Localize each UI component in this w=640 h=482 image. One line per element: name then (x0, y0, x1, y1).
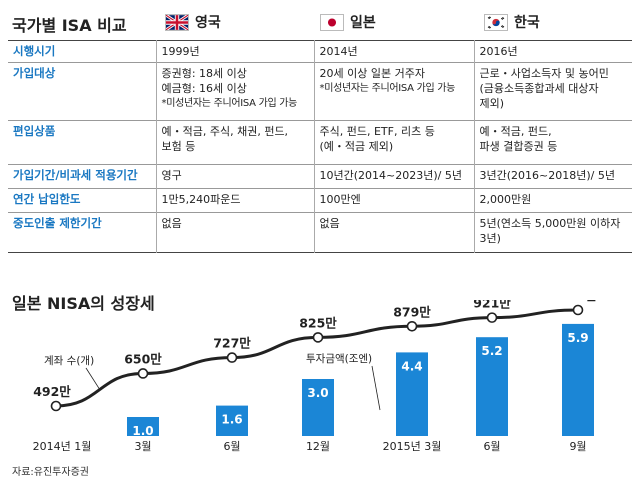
line-point (50, 400, 62, 412)
country-name: 한국 (514, 15, 540, 31)
line-point (406, 320, 418, 332)
table-row: 중도인출 제한기간 없음 없음 5년(연소득 5,000만원 이하자 3년) (8, 212, 632, 253)
x-tick-label: 2014년 1월 (33, 440, 92, 453)
callout-leader (85, 367, 101, 391)
line-value-label: 879만 (393, 304, 431, 319)
line-value-label: 958만 (559, 300, 597, 303)
x-tick-label: 9월 (569, 440, 586, 453)
table-cell: 1999년 (155, 40, 314, 63)
line-labels-group: 492만 650만 727만 825만 879만 921만 958만 (33, 300, 597, 399)
line-point (572, 304, 584, 316)
table-cell: 증권형: 18세 이상 예금형: 16세 이상 *미성년자는 주니어ISA 가입 가… (155, 62, 314, 121)
table-cell: 예・적금, 주식, 채권, 펀드, 보험 등 (155, 120, 314, 165)
line-value-label: 825만 (299, 315, 337, 330)
line-point (226, 352, 238, 363)
country-name: 일본 (350, 15, 376, 31)
line-point (137, 368, 149, 379)
row-label: 시행시기 (13, 44, 56, 58)
country-japan: 일본 (320, 12, 376, 32)
bar (476, 337, 508, 436)
x-tick-label: 6월 (483, 440, 500, 453)
line-point (312, 332, 324, 343)
line-points-group (50, 304, 584, 412)
bar-value-label: 1.0 (132, 424, 153, 438)
x-tick-label: 2015년 3월 (383, 440, 442, 453)
table-cell: 2,000만원 (473, 188, 632, 213)
uk-flag-icon (165, 13, 189, 31)
bar-value-label: 1.6 (221, 413, 242, 427)
table-cell: 1만5,240파운드 (155, 188, 314, 213)
row-label: 중도인출 제한기간 (13, 216, 102, 230)
bar-value-label: 4.4 (401, 359, 422, 373)
callout-accounts: 계좌 수(개) (44, 355, 94, 367)
table-cell: 2016년 (473, 40, 632, 63)
table-cell: 10년간(2014~2023년)/ 5년 (313, 164, 474, 189)
bar (562, 323, 594, 436)
country-uk: 영국 (165, 12, 221, 32)
table-cell: 없음 (155, 212, 314, 253)
table-row: 가입대상 증권형: 18세 이상 예금형: 16세 이상 *미성년자는 주니어ISA… (8, 62, 632, 121)
row-label: 가입대상 (13, 66, 56, 80)
country-korea: 한국 (484, 12, 540, 32)
bar-value-label: 5.2 (481, 344, 502, 358)
bars-group (127, 323, 594, 436)
line-point (486, 312, 498, 323)
x-tick-label: 6월 (223, 440, 240, 453)
line-value-label: 921만 (473, 300, 511, 311)
table-cell: 100만엔 (313, 188, 474, 213)
table-row: 가입기간/비과세 적용기간 영구 10년간(2014~2023년)/ 5년 3년… (8, 164, 632, 189)
bar (127, 417, 159, 436)
x-tick-label: 3월 (134, 440, 151, 453)
line-value-label: 492만 (33, 384, 71, 399)
table-cell: 없음 (313, 212, 474, 253)
comparison-table: 시행시기 1999년 2014년 2016년 가입대상 증권형: 18세 이상 예… (8, 40, 632, 253)
x-tick-label: 12월 (306, 440, 330, 453)
x-axis-labels: 2014년 1월 3월 6월 12월 2015년 3월 6월 9월 (33, 440, 587, 453)
table-row: 편입상품 예・적금, 주식, 채권, 펀드, 보험 등 주식, 펀드, ETF, … (8, 120, 632, 165)
japan-flag-icon (320, 13, 344, 31)
table-row: 시행시기 1999년 2014년 2016년 (8, 40, 632, 63)
table-cell: 3년간(2016~2018년)/ 5년 (473, 164, 632, 189)
bar (396, 352, 428, 436)
line-value-label: 650만 (124, 351, 162, 366)
bar-labels-group: 1.0 1.6 3.0 4.4 5.2 5.9 (132, 331, 588, 438)
table-title: 국가별 ISA 비교 (12, 16, 127, 35)
bar (216, 405, 248, 436)
bar-value-label: 3.0 (307, 386, 328, 400)
row-label: 가입기간/비과세 적용기간 (13, 168, 138, 182)
row-label: 편입상품 (13, 124, 56, 138)
table-row: 연간 납입한도 1만5,240파운드 100만엔 2,000만원 (8, 188, 632, 213)
table-cell: 근로・사업소득자 및 농어민 (금융소득종합과세 대상자 제외) (473, 62, 632, 121)
table-cell: 5년(연소득 5,000만원 이하자 3년) (473, 212, 632, 253)
chart-title: 일본 NISA의 성장세 (12, 294, 155, 313)
table-cell: 주식, 펀드, ETF, 리츠 등 (예・적금 제외) (313, 120, 474, 165)
table-cell: 2014년 (313, 40, 474, 63)
nisa-growth-chart: 1.0 1.6 3.0 4.4 5.2 5.9 492만 650만 727만 825만 879만 9… (33, 300, 598, 453)
legend-callouts: 계좌 수(개) 투자금액(조엔) (44, 353, 381, 411)
table-cell: 예・적금, 펀드, 파생 결합증권 등 (473, 120, 632, 165)
callout-investment: 투자금액(조엔) (306, 353, 372, 365)
country-name: 영국 (195, 15, 221, 31)
table-cell: 영구 (155, 164, 314, 189)
korea-flag-icon (484, 13, 508, 31)
row-label: 연간 납입한도 (13, 192, 81, 206)
table-cell: 20세 이상 일본 거주자 *미성년자는 주니어ISA 가입 가능 (313, 62, 474, 121)
callout-leader (371, 365, 381, 411)
source-note: 자료:유진투자증권 (12, 467, 89, 478)
bar-value-label: 5.9 (567, 331, 588, 345)
line-value-label: 727만 (213, 336, 251, 351)
bar (302, 379, 334, 436)
